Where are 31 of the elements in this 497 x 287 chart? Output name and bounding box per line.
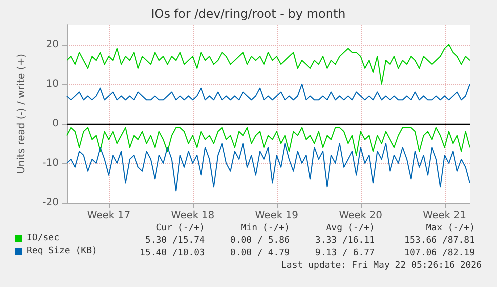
text: 0.00 / 4.79 <box>230 248 290 258</box>
line-series <box>66 84 470 101</box>
legend-label: Req Size (KB) <box>27 246 98 256</box>
line-series <box>66 143 470 192</box>
y-tick-label: 10 <box>46 78 59 90</box>
y-tick-label: -10 <box>42 158 59 169</box>
text: 3.33 /16.11 <box>315 236 376 246</box>
line-series <box>66 44 470 85</box>
x-tick-label: Week 17 <box>87 210 131 222</box>
text: Max (-/+) <box>426 224 476 234</box>
text: 5.30 /15.74 <box>145 236 206 246</box>
x-tick-label: Week 20 <box>339 210 383 222</box>
x-tick-label: Week 18 <box>171 210 215 222</box>
text: 153.66 /87.81 <box>404 236 476 246</box>
y-tick-label: -20 <box>42 198 59 208</box>
text: Last update: Fri May 22 05:26:16 2026 <box>282 261 482 271</box>
y-tick-label: 20 <box>46 39 59 50</box>
text: 9.13 / 6.77 <box>315 248 376 258</box>
legend-label: IO/sec <box>27 234 60 244</box>
y-axis-title: Units read (-) / write (+) <box>16 54 28 174</box>
line-series <box>66 127 470 156</box>
text: 15.40 /10.03 <box>140 248 206 258</box>
text: 0.00 / 5.86 <box>230 236 290 246</box>
text: Avg (-/+) <box>326 224 376 234</box>
x-tick-label: Week 19 <box>255 210 299 222</box>
text: Cur (-/+) <box>156 224 206 234</box>
text: Min (-/+) <box>241 224 290 234</box>
text: 107.06 /82.19 <box>404 248 476 258</box>
x-tick-label: Week 21 <box>423 210 466 222</box>
chart-title: IOs for /dev/ring/root - by month <box>151 7 346 21</box>
y-tick-label: 0 <box>52 118 59 130</box>
